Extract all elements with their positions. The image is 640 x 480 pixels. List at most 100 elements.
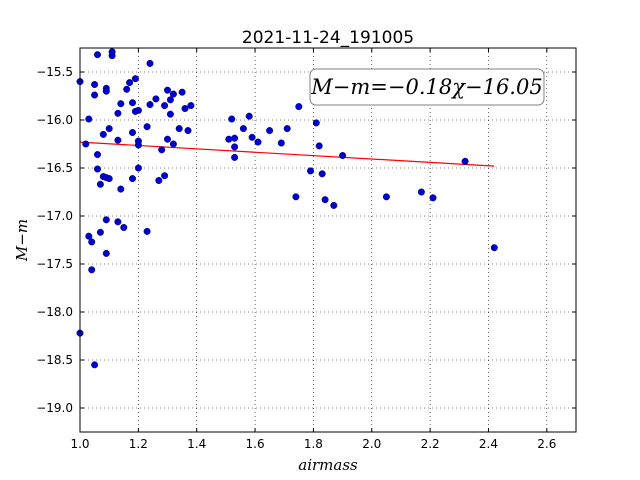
data-point: [312, 119, 320, 127]
data-point: [105, 175, 113, 183]
x-tick-label: 2.0: [362, 437, 381, 451]
data-point: [120, 223, 128, 231]
data-point: [128, 175, 136, 183]
data-point: [152, 95, 160, 103]
data-point: [321, 196, 329, 204]
data-point: [105, 125, 113, 133]
annotation-text: M−m=−0.18χ−16.05: [310, 75, 542, 99]
data-point: [239, 125, 247, 133]
data-point: [417, 188, 425, 196]
data-point: [96, 180, 104, 188]
y-tick-label: −16.0: [36, 113, 73, 127]
data-point: [91, 91, 99, 99]
data-point: [146, 101, 154, 109]
y-tick-label: −19.0: [36, 401, 73, 415]
data-point: [166, 110, 174, 118]
data-point: [143, 227, 151, 235]
axis-ticks: [79, 48, 576, 432]
data-point: [295, 103, 303, 111]
y-tick-label: −18.0: [36, 305, 73, 319]
data-point: [225, 135, 233, 143]
x-tick-label: 2.2: [421, 437, 440, 451]
data-point: [88, 238, 96, 246]
data-point: [114, 109, 122, 117]
grid-lines: [80, 48, 576, 432]
equation-annotation: M−m=−0.18χ−16.05: [309, 68, 545, 106]
data-point: [143, 123, 151, 131]
data-point: [169, 90, 177, 98]
data-point: [429, 194, 437, 202]
data-point: [382, 193, 390, 201]
data-point: [123, 85, 131, 93]
data-point: [228, 115, 236, 123]
data-point: [315, 142, 323, 150]
data-point: [93, 165, 101, 173]
data-point: [163, 135, 171, 143]
x-tick-label: 1.4: [187, 437, 206, 451]
data-points-layer: [76, 48, 498, 369]
y-axis-label: M−m: [13, 219, 31, 262]
data-point: [292, 193, 300, 201]
x-tick-label: 1.2: [129, 437, 148, 451]
y-tick-label: −18.5: [36, 353, 73, 367]
data-point: [254, 138, 262, 146]
data-point: [134, 106, 142, 114]
y-tick-labels: −15.5 −16.0 −16.5 −17.0 −17.5 −18.0 −18.5 −19.0: [36, 65, 73, 415]
data-point: [93, 51, 101, 59]
data-point: [117, 185, 125, 193]
data-point: [184, 127, 192, 135]
annotation-box: [309, 68, 545, 106]
data-point: [131, 75, 139, 83]
data-point: [231, 153, 239, 161]
data-point: [277, 139, 285, 147]
data-point: [231, 143, 239, 151]
plot-frame: [79, 47, 577, 433]
x-tick-label: 1.6: [246, 437, 265, 451]
data-point: [91, 361, 99, 369]
fit-line: [79, 141, 495, 167]
data-point: [88, 266, 96, 274]
data-point: [330, 201, 338, 209]
x-tick-label: 2.4: [479, 437, 498, 451]
data-point: [93, 151, 101, 159]
data-point: [85, 232, 93, 240]
data-point: [155, 176, 163, 184]
data-point: [96, 228, 104, 236]
data-point: [161, 102, 169, 110]
data-point: [117, 100, 125, 108]
data-point: [339, 151, 347, 159]
data-point: [166, 96, 174, 104]
data-point: [134, 164, 142, 172]
data-point: [318, 170, 326, 178]
y-tick-label: −17.5: [36, 257, 73, 271]
data-point: [161, 172, 169, 180]
data-point: [163, 86, 171, 94]
data-point: [283, 125, 291, 133]
data-point: [146, 59, 154, 67]
data-point: [114, 136, 122, 144]
y-tick-label: −17.0: [36, 209, 73, 223]
fit-line-layer: [79, 141, 495, 167]
data-point: [102, 87, 110, 95]
data-point: [99, 130, 107, 138]
data-point: [490, 244, 498, 252]
data-point: [181, 104, 189, 112]
data-point: [82, 140, 90, 148]
data-point: [134, 141, 142, 149]
y-tick-label: −15.5: [36, 65, 73, 79]
x-tick-label: 1.0: [70, 437, 89, 451]
data-point: [231, 134, 239, 142]
data-point: [245, 112, 253, 120]
data-point: [169, 140, 177, 148]
data-point: [158, 146, 166, 154]
data-point: [102, 216, 110, 224]
data-point: [102, 249, 110, 257]
x-tick-labels: 1.0 1.2 1.4 1.6 1.8 2.0 2.2 2.4 2.6: [70, 437, 556, 451]
x-tick-label: 1.8: [304, 437, 323, 451]
data-point: [91, 80, 99, 88]
data-point: [128, 128, 136, 136]
data-point: [175, 125, 183, 133]
data-point: [187, 102, 195, 110]
data-point: [266, 127, 274, 135]
